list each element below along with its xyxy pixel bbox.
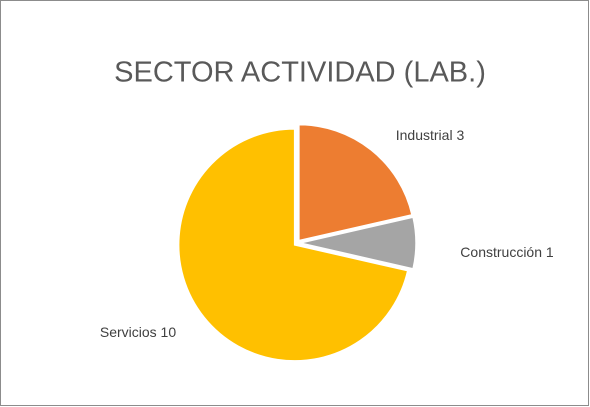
pie-slice (298, 123, 413, 242)
label-category: Servicios (100, 324, 157, 340)
label-value: 1 (546, 244, 554, 260)
label-value: 10 (161, 324, 177, 340)
label-category: Industrial (396, 127, 453, 143)
data-label: Servicios 10 (100, 324, 176, 340)
data-label: Industrial 3 (396, 127, 465, 143)
chart-title: SECTOR ACTIVIDAD (LAB.) (114, 57, 486, 89)
pie-slice (299, 216, 417, 270)
pie-slice (177, 128, 409, 362)
label-value: 3 (456, 127, 464, 143)
data-label: Construcción 1 (460, 244, 554, 260)
label-category: Construcción (460, 244, 542, 260)
